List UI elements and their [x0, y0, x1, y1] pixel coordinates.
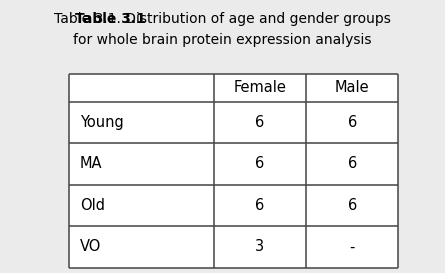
Text: for whole brain protein expression analysis: for whole brain protein expression analy…	[73, 33, 372, 47]
Text: VO: VO	[80, 239, 101, 254]
Text: Old: Old	[80, 198, 105, 213]
Text: Young: Young	[80, 115, 124, 130]
Text: Male: Male	[335, 80, 369, 95]
Text: 6: 6	[255, 156, 265, 171]
Text: Female: Female	[234, 80, 287, 95]
Text: 3: 3	[255, 239, 264, 254]
Text: 6: 6	[348, 115, 357, 130]
Text: 6: 6	[348, 198, 357, 213]
Text: 6: 6	[255, 198, 265, 213]
Text: Table 3.1: Table 3.1	[75, 12, 146, 26]
Bar	[69, 74, 398, 268]
Text: 6: 6	[348, 156, 357, 171]
Text: MA: MA	[80, 156, 103, 171]
Text: -: -	[349, 239, 355, 254]
Text: Table 3.1. Distribution of age and gender groups: Table 3.1. Distribution of age and gende…	[54, 12, 391, 26]
Text: 6: 6	[255, 115, 265, 130]
